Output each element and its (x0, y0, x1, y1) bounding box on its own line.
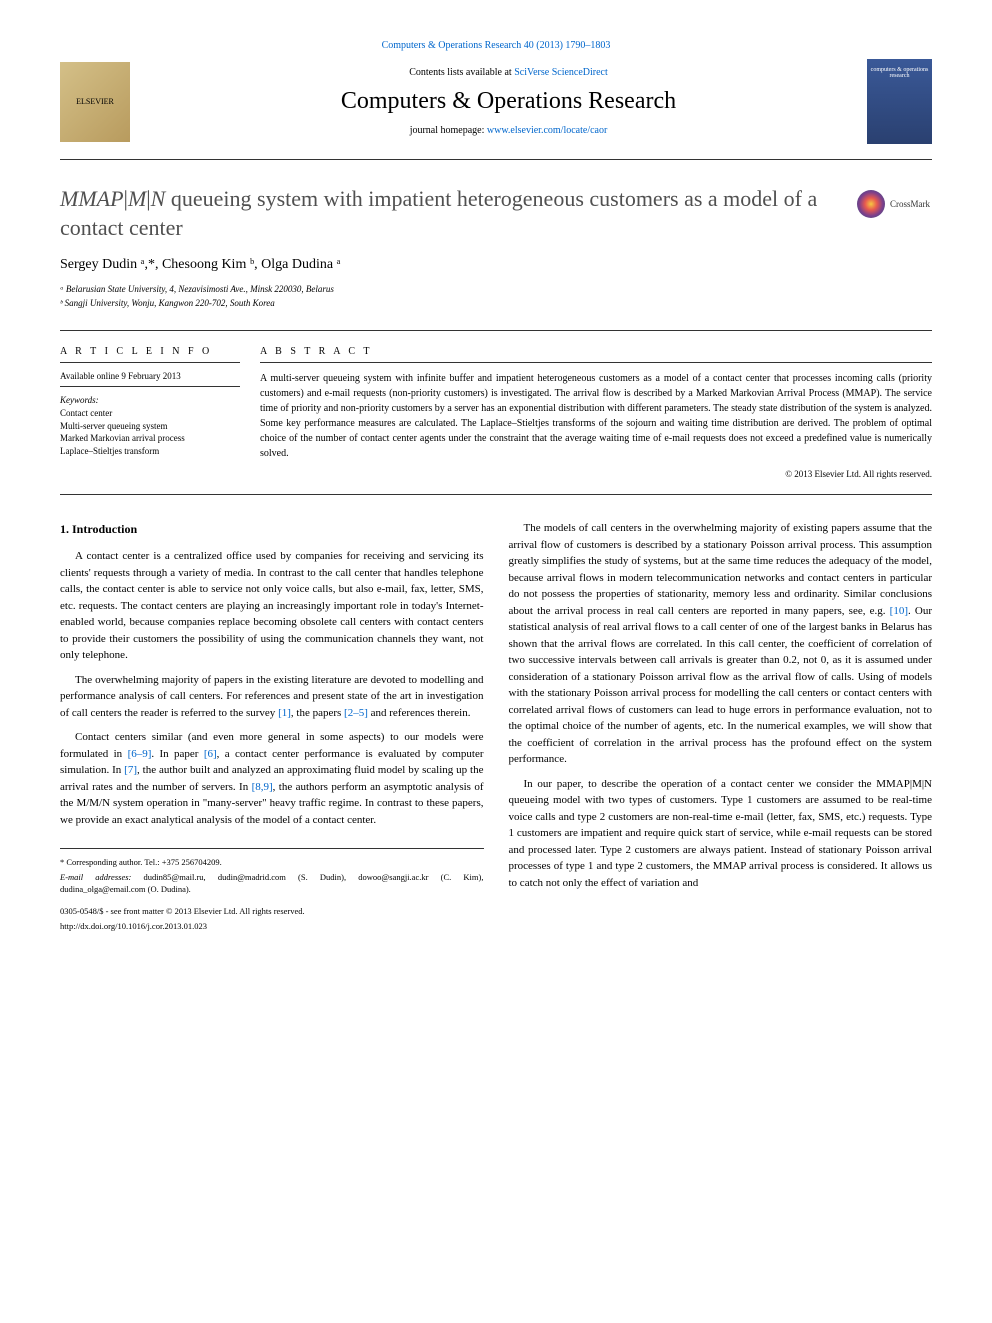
abstract-section: A B S T R A C T A multi-server queueing … (260, 346, 932, 479)
article-title: MMAP|M|N queueing system with impatient … (60, 185, 932, 242)
journal-citation[interactable]: Computers & Operations Research 40 (2013… (60, 40, 932, 51)
contents-available: Contents lists available at SciVerse Sci… (150, 67, 867, 78)
reference-link[interactable]: [6] (204, 748, 217, 760)
cover-text: computers & operations research (867, 67, 932, 79)
right-column: The models of call centers in the overwh… (509, 520, 933, 935)
paragraph: The models of call centers in the overwh… (509, 520, 933, 768)
contents-prefix: Contents lists available at (409, 67, 514, 78)
keyword: Multi-server queueing system (60, 420, 240, 433)
footer-left: * Corresponding author. Tel.: +375 25670… (60, 848, 484, 932)
article-info: A R T I C L E I N F O Available online 9… (60, 346, 260, 479)
reference-link[interactable]: [2–5] (344, 707, 368, 719)
issn-line: 0305-0548/$ - see front matter © 2013 El… (60, 906, 484, 918)
available-online: Available online 9 February 2013 (60, 371, 240, 387)
reference-link[interactable]: [1] (278, 707, 291, 719)
section-1-heading: 1. Introduction (60, 520, 484, 538)
journal-header: ELSEVIER Contents lists available at Sci… (60, 59, 932, 160)
text-run: , the papers (291, 707, 344, 719)
homepage-link[interactable]: www.elsevier.com/locate/caor (487, 125, 607, 136)
affiliations: ᵃ Belarusian State University, 4, Nezavi… (60, 283, 932, 310)
affiliation-b: ᵇ Sangji University, Wonju, Kangwon 220-… (60, 297, 932, 311)
homepage-line: journal homepage: www.elsevier.com/locat… (150, 125, 867, 136)
article-info-heading: A R T I C L E I N F O (60, 346, 240, 363)
paragraph: The overwhelming majority of papers in t… (60, 672, 484, 722)
abstract-text: A multi-server queueing system with infi… (260, 371, 932, 461)
keywords-label: Keywords: (60, 395, 240, 405)
text-run: . In paper (151, 748, 203, 760)
sciencedirect-link[interactable]: SciVerse ScienceDirect (514, 67, 608, 78)
paragraph: A contact center is a centralized office… (60, 548, 484, 664)
abstract-heading: A B S T R A C T (260, 346, 932, 363)
reference-link[interactable]: [7] (124, 764, 137, 776)
keyword: Contact center (60, 407, 240, 420)
doi-link[interactable]: http://dx.doi.org/10.1016/j.cor.2013.01.… (60, 921, 484, 933)
text-run: . Our statistical analysis of real arriv… (509, 605, 933, 766)
header-center: Contents lists available at SciVerse Sci… (150, 67, 867, 136)
crossmark-badge[interactable]: CrossMark (857, 190, 932, 218)
body-columns: 1. Introduction A contact center is a ce… (60, 520, 932, 935)
paragraph: In our paper, to describe the operation … (509, 776, 933, 892)
homepage-prefix: journal homepage: (410, 125, 487, 136)
text-run: and references therein. (368, 707, 471, 719)
journal-cover-image: computers & operations research (867, 59, 932, 144)
affiliation-a: ᵃ Belarusian State University, 4, Nezavi… (60, 283, 932, 297)
journal-name: Computers & Operations Research (150, 88, 867, 115)
keyword: Laplace–Stieltjes transform (60, 445, 240, 458)
info-abstract-row: A R T I C L E I N F O Available online 9… (60, 330, 932, 495)
title-section: CrossMark MMAP|M|N queueing system with … (60, 185, 932, 310)
left-column: 1. Introduction A contact center is a ce… (60, 520, 484, 935)
author-list: Sergey Dudin ᵃ,*, Chesoong Kim ᵇ, Olga D… (60, 257, 932, 273)
reference-link[interactable]: [10] (890, 605, 908, 617)
elsevier-label: ELSEVIER (76, 97, 114, 106)
email-label: E-mail addresses: (60, 872, 131, 882)
crossmark-label: CrossMark (890, 199, 930, 209)
elsevier-logo: ELSEVIER (60, 62, 130, 142)
text-run: The models of call centers in the overwh… (509, 522, 933, 617)
email-addresses: E-mail addresses: dudin85@mail.ru, dudin… (60, 872, 484, 896)
corresponding-author: * Corresponding author. Tel.: +375 25670… (60, 857, 484, 869)
paragraph: Contact centers similar (and even more g… (60, 729, 484, 828)
keyword: Marked Markovian arrival process (60, 432, 240, 445)
reference-link[interactable]: [6–9] (128, 748, 152, 760)
abstract-copyright: © 2013 Elsevier Ltd. All rights reserved… (260, 469, 932, 479)
reference-link[interactable]: [8,9] (252, 781, 273, 793)
crossmark-icon (857, 190, 885, 218)
